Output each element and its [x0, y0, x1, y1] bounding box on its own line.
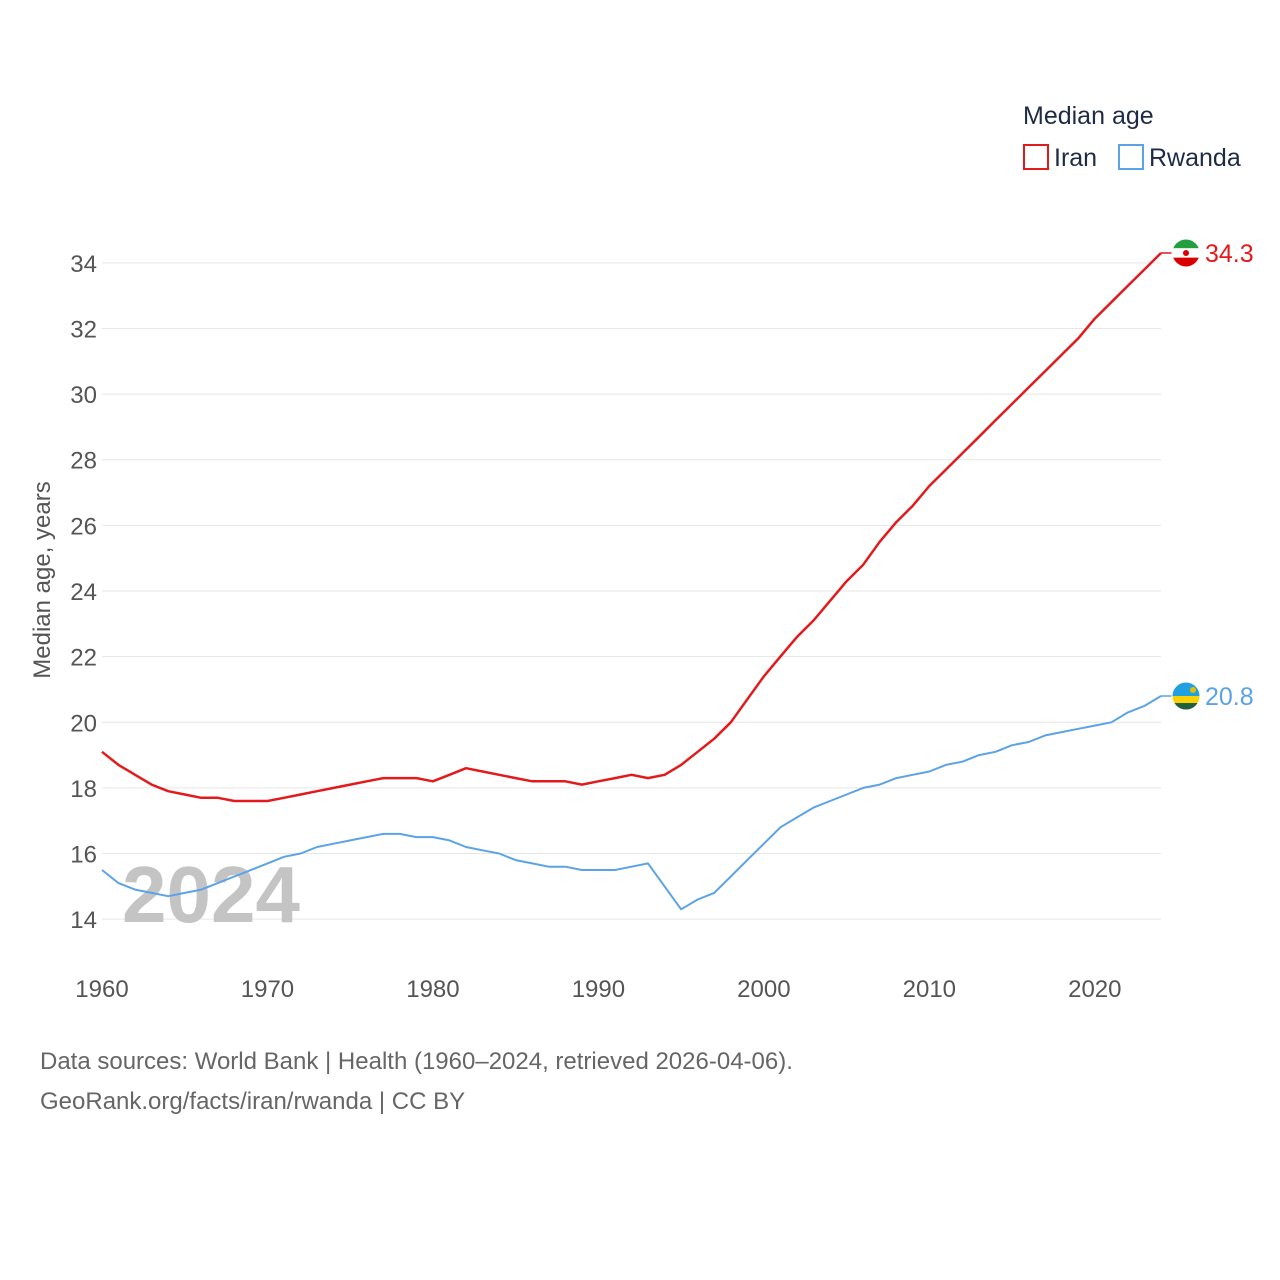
legend-label-iran: Iran — [1054, 144, 1097, 172]
rwanda-flag-icon — [1171, 681, 1201, 711]
year-watermark: 2024 — [122, 850, 300, 939]
y-axis-ticks: 14 16 18 20 22 24 26 28 30 32 34 — [70, 251, 97, 934]
x-tick-label-1990: 1990 — [572, 976, 625, 1003]
legend-swatch-rwanda — [1118, 144, 1144, 170]
legend-item-rwanda[interactable]: Rwanda — [1118, 144, 1241, 172]
x-tick-label-1970: 1970 — [241, 976, 294, 1003]
y-tick-label-30: 30 — [70, 382, 97, 409]
iran-flag-icon — [1171, 238, 1201, 268]
x-tick-label-2000: 2000 — [737, 976, 790, 1003]
end-label-rwanda: 20.8 — [1205, 683, 1254, 711]
x-tick-label-1960: 1960 — [75, 976, 128, 1003]
y-axis-title: Median age, years — [29, 481, 56, 678]
y-tick-label-32: 32 — [70, 316, 97, 343]
end-labels: 34.3 20.8 — [1161, 238, 1254, 711]
series-line-iran — [101, 252, 1162, 803]
end-label-iran: 34.3 — [1205, 240, 1254, 268]
y-tick-label-14: 14 — [70, 907, 97, 934]
legend-swatch-iran — [1023, 144, 1049, 170]
y-tick-label-26: 26 — [70, 513, 97, 540]
source-line-2: GeoRank.org/facts/iran/rwanda | CC BY — [40, 1088, 466, 1115]
series-line-rwanda — [101, 695, 1162, 911]
y-tick-label-24: 24 — [70, 579, 97, 606]
y-tick-label-20: 20 — [70, 710, 97, 737]
x-tick-label-2010: 2010 — [903, 976, 956, 1003]
legend-title: Median age — [1023, 102, 1154, 130]
source-note: Data sources: World Bank | Health (1960–… — [40, 1042, 793, 1122]
legend-label-rwanda: Rwanda — [1149, 144, 1241, 172]
y-tick-label-18: 18 — [70, 776, 97, 803]
legend-item-iran[interactable]: Iran — [1023, 144, 1097, 172]
source-line-1: Data sources: World Bank | Health (1960–… — [40, 1048, 793, 1075]
legend: Median age Iran Rwanda — [1023, 102, 1241, 172]
x-tick-label-1980: 1980 — [406, 976, 459, 1003]
x-axis-ticks: 1960 1970 1980 1990 2000 2010 2020 — [75, 976, 1121, 1003]
y-tick-label-34: 34 — [70, 251, 97, 278]
series-lines — [101, 252, 1162, 911]
y-tick-label-28: 28 — [70, 448, 97, 475]
y-tick-label-16: 16 — [70, 842, 97, 869]
x-tick-label-2020: 2020 — [1068, 976, 1121, 1003]
grid-lines — [102, 262, 1161, 920]
y-tick-label-22: 22 — [70, 645, 97, 672]
